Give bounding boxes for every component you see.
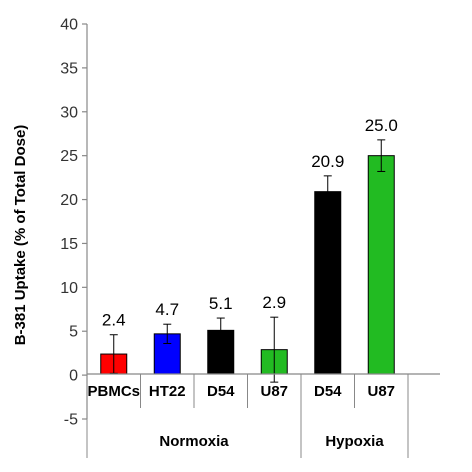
group-label: Normoxia: [159, 433, 229, 450]
category-label: D54: [314, 383, 342, 400]
x-axis: PBMCs HT22 D54 U87 D54 U87 Normoxia Hypoxia: [86, 373, 440, 458]
category-label: HT22: [149, 383, 186, 400]
category-label: D54: [207, 383, 235, 400]
data-label: 5.1: [209, 294, 233, 313]
data-labels: 2.4 4.7 5.1 2.9 20.9 25.0: [102, 116, 398, 330]
y-tick-label: 15: [60, 236, 78, 253]
y-tick-label: 5: [69, 324, 78, 341]
y-tick-label: 30: [60, 104, 78, 121]
bar: [314, 191, 342, 375]
category-label: U87: [367, 383, 395, 400]
error-bars: [109, 139, 386, 383]
data-label: 25.0: [365, 116, 398, 135]
bar: [367, 155, 395, 375]
y-tick-label: 10: [60, 280, 78, 297]
y-tick-label: 25: [60, 148, 78, 165]
y-tick-label: 40: [60, 17, 78, 34]
data-label: 4.7: [155, 300, 179, 319]
y-tick-label: 0: [69, 368, 78, 385]
data-label: 2.4: [102, 311, 126, 330]
y-tick-label: 20: [60, 192, 78, 209]
y-axis: -5 0 5 10 15 20 25 30 35 40: [60, 17, 88, 429]
data-label: 20.9: [311, 152, 344, 171]
y-axis-title: B-381 Uptake (% of Total Dose): [12, 125, 29, 346]
bars: [100, 155, 395, 375]
group-label: Hypoxia: [325, 433, 384, 450]
category-label: PBMCs: [87, 383, 140, 400]
data-label: 2.9: [262, 293, 286, 312]
y-tick-label: -5: [64, 412, 78, 429]
category-label: U87: [260, 383, 288, 400]
y-tick-label: 35: [60, 60, 78, 77]
